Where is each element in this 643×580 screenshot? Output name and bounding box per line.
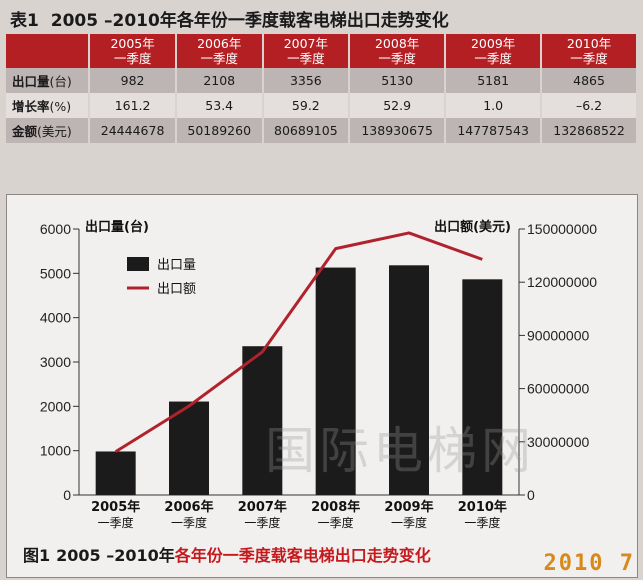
x-tick-label: 2007年 bbox=[238, 499, 287, 515]
row-head: 出口量(台) bbox=[6, 68, 91, 93]
y-tick-label: 1000 bbox=[40, 443, 71, 459]
col-header: 2005年 一季度 bbox=[89, 34, 177, 68]
col-header: 2007年 一季度 bbox=[262, 34, 351, 68]
col-header: 2010年 一季度 bbox=[541, 34, 636, 68]
bar bbox=[242, 346, 283, 495]
table-cell: 132868522 bbox=[541, 118, 636, 143]
y-tick-label: 2000 bbox=[40, 398, 71, 414]
x-tick-label: 2010年 bbox=[458, 499, 507, 515]
col-header: 2009年 一季度 bbox=[445, 34, 543, 68]
table-title: 表1 2005 –2010年各年份一季度载客电梯出口走势变化 bbox=[10, 6, 449, 31]
y-tick-label: 5000 bbox=[40, 265, 71, 281]
table-cell: –6.2 bbox=[541, 93, 636, 118]
table-cell: 53.4 bbox=[175, 93, 264, 118]
x-tick-sublabel: 一季度 bbox=[464, 515, 500, 530]
x-tick-label: 2006年 bbox=[164, 499, 213, 515]
y2-tick-label: 0 bbox=[527, 487, 535, 503]
table-cell: 52.9 bbox=[349, 93, 447, 118]
table-row: 增长率(%) 161.2 53.4 59.2 52.9 1.0 –6.2 bbox=[6, 93, 636, 118]
x-tick-label: 2008年 bbox=[311, 499, 360, 515]
y-tick-label: 0 bbox=[63, 487, 71, 503]
table-cell: 4865 bbox=[541, 68, 636, 93]
legend-swatch-bar bbox=[127, 257, 149, 271]
x-tick-sublabel: 一季度 bbox=[98, 515, 134, 530]
y-tick-label: 3000 bbox=[40, 354, 71, 370]
y2-axis-title: 出口额(美元) bbox=[434, 219, 511, 235]
combo-chart: 0 1000 2000 3000 4000 5000 6000 0 30000000 600000… bbox=[40, 219, 597, 530]
y-tick-label: 6000 bbox=[40, 221, 71, 237]
y2-tick-label: 90000000 bbox=[527, 327, 590, 343]
x-tick-sublabel: 一季度 bbox=[391, 515, 427, 530]
date-stamp: 2010 7 bbox=[543, 551, 635, 576]
table-cell: 1.0 bbox=[445, 93, 543, 118]
table-cell: 50189260 bbox=[175, 118, 264, 143]
x-tick-label: 2005年 bbox=[91, 499, 140, 515]
x-tick-label: 2009年 bbox=[384, 499, 433, 515]
legend-label-bar: 出口量 bbox=[157, 258, 196, 273]
figure-box: 0 1000 2000 3000 4000 5000 6000 0 30000000 600000… bbox=[6, 194, 638, 578]
line-series-export-value bbox=[114, 231, 483, 453]
table-cell: 24444678 bbox=[89, 118, 177, 143]
table-header-row: 2005年 一季度 2006年 一季度 2007年 一季度 2008年 一季度 2009… bbox=[6, 34, 636, 68]
figure-label: 图1 bbox=[23, 546, 51, 565]
watermark: 国际电梯网 bbox=[265, 422, 535, 480]
table-label: 表1 bbox=[10, 11, 39, 31]
table-cell: 3356 bbox=[262, 68, 351, 93]
table-cell: 138930675 bbox=[349, 118, 447, 143]
y-axis-title: 出口量(台) bbox=[85, 219, 149, 235]
corner-cell bbox=[6, 34, 91, 68]
export-table: 2005年 一季度 2006年 一季度 2007年 一季度 2008年 一季度 2009… bbox=[6, 34, 636, 143]
row-head: 金额(美元) bbox=[6, 118, 91, 143]
row-head: 增长率(%) bbox=[6, 93, 91, 118]
bar bbox=[315, 267, 356, 495]
bar bbox=[389, 265, 429, 495]
figure-caption: 图1 2005 –2010年各年份一季度载客电梯出口走势变化 bbox=[23, 542, 431, 566]
table-cell: 5181 bbox=[445, 68, 543, 93]
col-header: 2008年 一季度 bbox=[349, 34, 447, 68]
col-header: 2006年 一季度 bbox=[175, 34, 264, 68]
x-tick-sublabel: 一季度 bbox=[171, 515, 207, 530]
caption-title: 各年份一季度载客电梯出口走势变化 bbox=[174, 546, 431, 565]
caption-years: 2005 –2010年 bbox=[56, 546, 175, 565]
table-cell: 982 bbox=[89, 68, 177, 93]
y2-tick-label: 150000000 bbox=[527, 221, 597, 237]
y2-tick-label: 120000000 bbox=[527, 274, 597, 290]
x-tick-sublabel: 一季度 bbox=[318, 515, 354, 530]
table-cell: 147787543 bbox=[445, 118, 543, 143]
bar bbox=[95, 451, 136, 495]
table-cell: 2108 bbox=[175, 68, 264, 93]
table-cell: 80689105 bbox=[262, 118, 351, 143]
table-row: 出口量(台) 982 2108 3356 5130 5181 4865 bbox=[6, 68, 636, 93]
legend-label-line: 出口额 bbox=[157, 282, 196, 297]
x-tick-sublabel: 一季度 bbox=[244, 515, 280, 530]
bar bbox=[169, 401, 209, 495]
y2-tick-label: 60000000 bbox=[527, 381, 590, 397]
table-cell: 5130 bbox=[349, 68, 447, 93]
table-row: 金额(美元) 24444678 50189260 80689105 138930… bbox=[6, 118, 636, 143]
y2-tick-label: 30000000 bbox=[527, 434, 590, 450]
bar bbox=[462, 279, 503, 495]
table-cell: 59.2 bbox=[262, 93, 351, 118]
table-title-text: 2005 –2010年各年份一季度载客电梯出口走势变化 bbox=[50, 11, 449, 31]
table-cell: 161.2 bbox=[89, 93, 177, 118]
y-tick-label: 4000 bbox=[40, 310, 71, 326]
